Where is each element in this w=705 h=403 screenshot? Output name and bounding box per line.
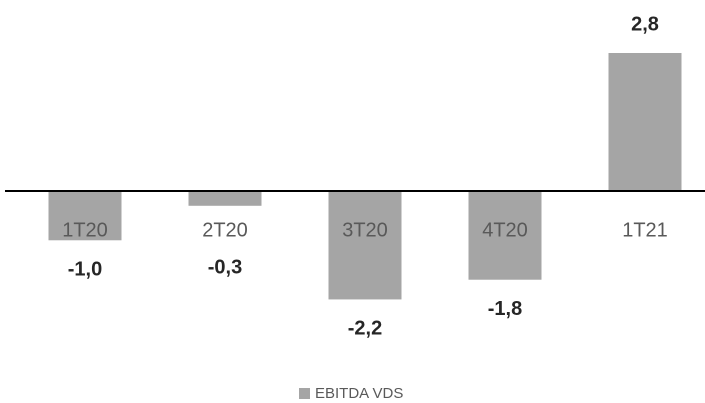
legend-label: EBITDA VDS [315, 385, 403, 402]
data-label: 2,8 [631, 13, 659, 35]
legend: EBITDA VDS [299, 385, 403, 402]
bar [188, 191, 262, 206]
data-label: -0,3 [208, 256, 242, 278]
bar [608, 53, 682, 191]
legend-swatch [299, 388, 310, 399]
x-tick-label: 1T20 [62, 219, 108, 241]
data-label: -2,2 [348, 318, 382, 340]
bar [48, 191, 122, 241]
x-tick-label: 3T20 [342, 219, 388, 241]
bar [468, 191, 542, 280]
x-tick-label: 4T20 [482, 219, 528, 241]
bar [328, 191, 402, 300]
data-label: -1,0 [68, 259, 102, 281]
data-label: -1,8 [488, 298, 522, 320]
x-tick-label: 2T20 [202, 219, 248, 241]
x-tick-label: 1T21 [622, 219, 668, 241]
